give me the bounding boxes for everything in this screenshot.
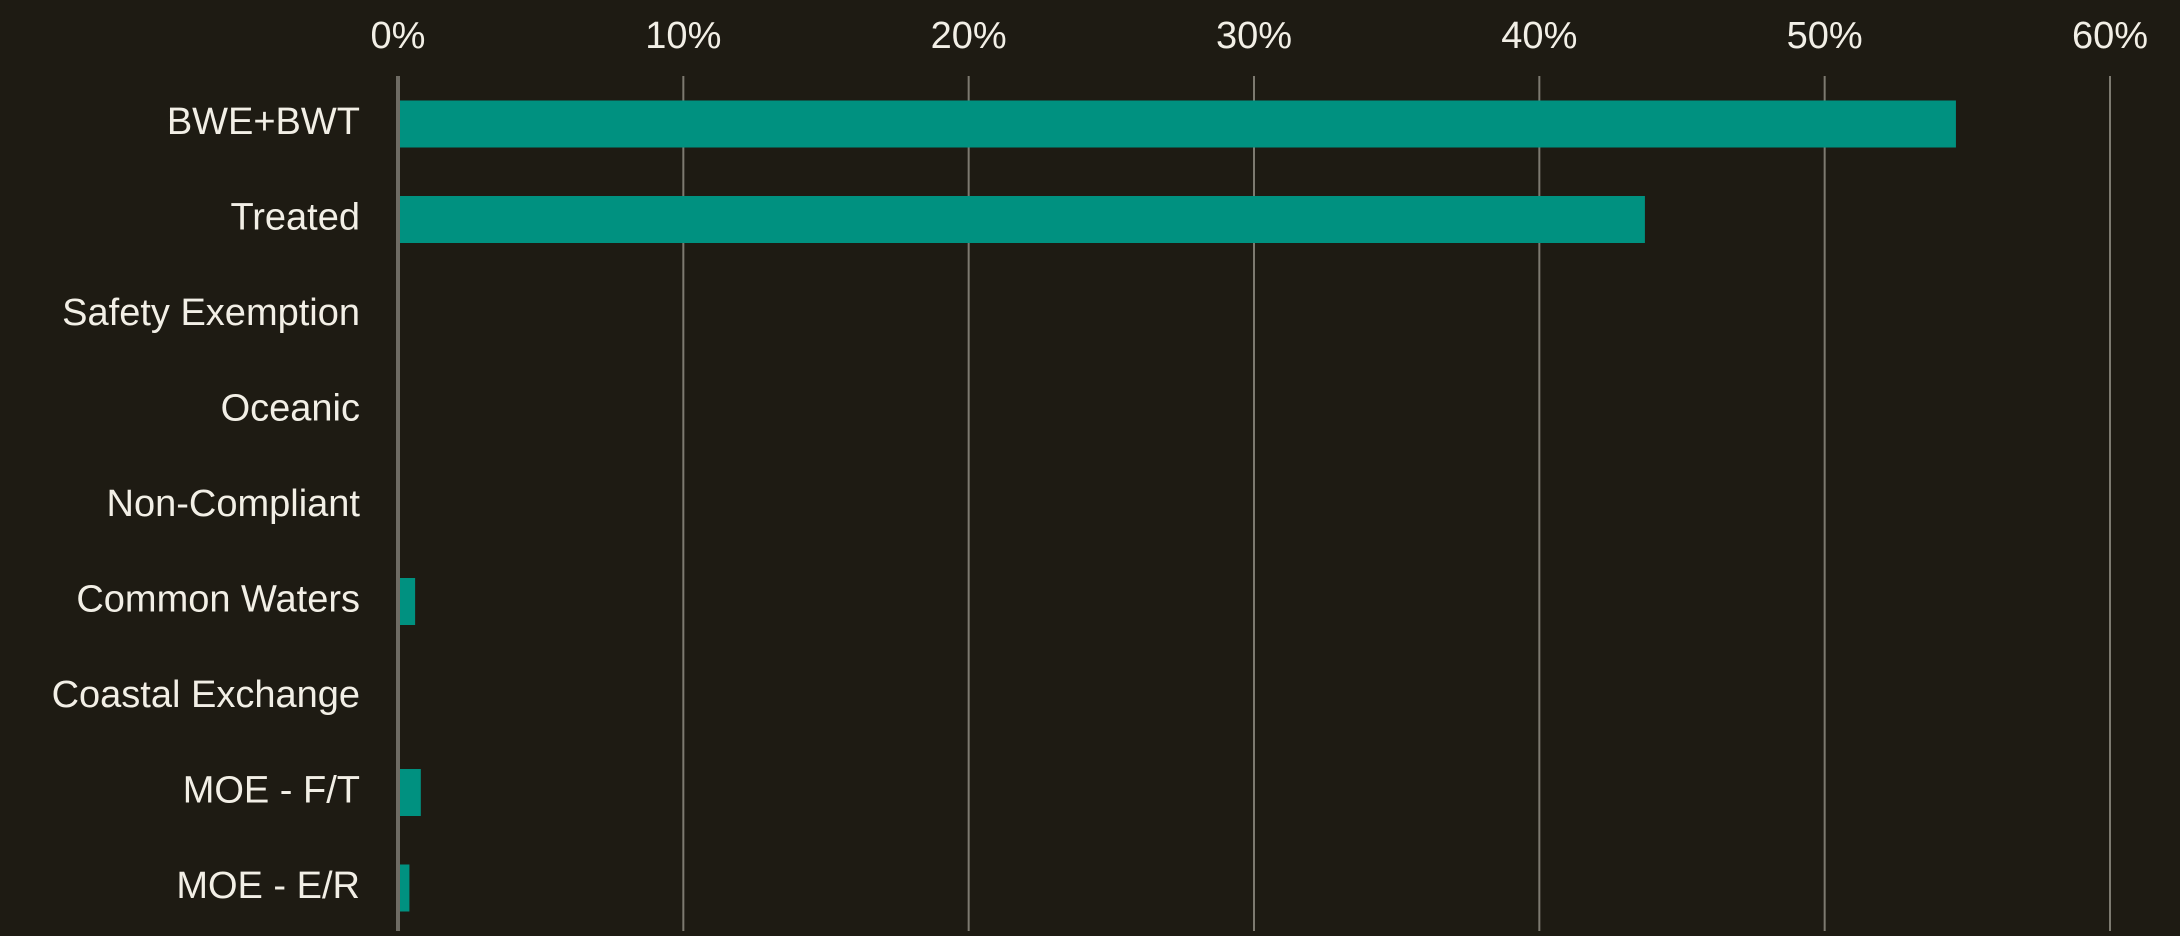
category-label: Safety Exemption xyxy=(62,292,360,334)
x-tick-label: 30% xyxy=(1216,15,1292,57)
category-label: BWE+BWT xyxy=(167,101,360,143)
bar xyxy=(398,100,1956,148)
category-label: Common Waters xyxy=(76,579,360,621)
category-label: Non-Compliant xyxy=(107,483,361,525)
category-label: Treated xyxy=(230,197,360,239)
bar xyxy=(398,864,410,912)
bar xyxy=(398,196,1645,243)
category-label: MOE - F/T xyxy=(183,770,360,812)
x-tick-label: 60% xyxy=(2072,15,2148,57)
x-tick-labels: 0% 10% 20% 30% 40% 50% 60% xyxy=(371,15,2148,57)
x-tick-label: 0% xyxy=(371,15,426,57)
y-category-labels: BWE+BWT Treated Safety Exemption Oceanic Non… xyxy=(52,101,361,907)
bar xyxy=(398,578,416,625)
x-tick-label: 40% xyxy=(1501,15,1577,57)
x-tick-label: 50% xyxy=(1787,15,1863,57)
category-label: Coastal Exchange xyxy=(52,674,360,716)
category-label: MOE - E/R xyxy=(176,865,360,907)
x-tick-label: 20% xyxy=(931,15,1007,57)
bar xyxy=(398,769,421,816)
bars xyxy=(398,100,1956,912)
category-label: Oceanic xyxy=(221,388,360,430)
x-tick-label: 10% xyxy=(645,15,721,57)
